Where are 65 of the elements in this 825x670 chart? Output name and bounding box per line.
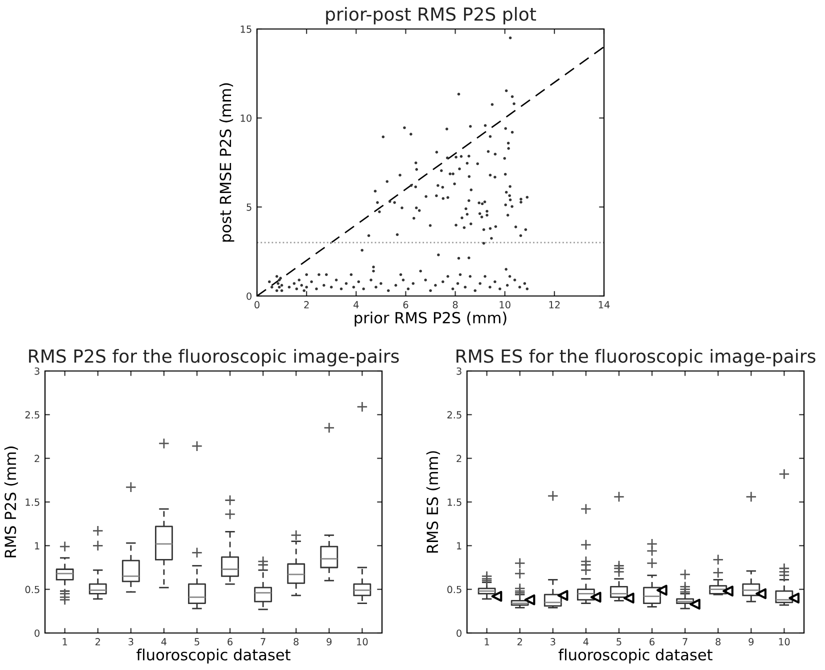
- point: [756, 588, 766, 600]
- point: [623, 592, 634, 604]
- y-tick-label: 2.5: [447, 411, 462, 418]
- x-tick-label: 4: [161, 638, 166, 646]
- x-tick-label: 10: [500, 301, 510, 308]
- y-axis-title: RMS P2S (mm): [4, 446, 18, 558]
- y-tick-label: 2: [456, 454, 462, 462]
- x-tick-label: 7: [260, 638, 266, 646]
- x-tick-label: 3: [550, 638, 556, 646]
- point: [524, 594, 536, 606]
- x-tick-label: 10: [357, 638, 368, 646]
- y-axis-title: post RMSE P2S (mm): [219, 83, 234, 242]
- x-tick-label: 14: [598, 301, 610, 308]
- y-tick-label: 0.5: [447, 586, 462, 594]
- x-axis-title: prior RMS P2S (mm): [354, 312, 506, 326]
- x-tick-label: 4: [583, 638, 588, 646]
- x-tick-label: 8: [452, 301, 458, 308]
- y-tick-label: 10: [240, 114, 252, 122]
- y-tick-label: 0: [34, 629, 40, 637]
- point: [690, 598, 700, 610]
- y-tick-label: 2.5: [25, 411, 40, 418]
- point: [590, 592, 602, 603]
- y-tick-label: 0.5: [25, 586, 40, 594]
- x-tick-label: 9: [748, 638, 754, 646]
- x-tick-label: 2: [517, 638, 522, 646]
- y-tick-label: 3: [34, 367, 40, 375]
- x-tick-label: 8: [716, 638, 721, 646]
- x-tick-label: 5: [616, 638, 622, 646]
- x-tick-label: 6: [403, 301, 408, 308]
- point: [491, 590, 502, 602]
- x-tick-label: 9: [326, 638, 332, 646]
- chart-title: prior-post RMS P2S plot: [326, 6, 536, 24]
- y-tick-label: 5: [246, 204, 252, 211]
- x-axis-title: fluoroscopic dataset: [558, 648, 712, 664]
- chart-title: RMS ES for the fluoroscopic image-pairs: [456, 348, 816, 366]
- y-axis-title: RMS ES (mm): [426, 451, 440, 553]
- y-tick-label: 15: [240, 26, 252, 33]
- x-tick-label: 1: [484, 638, 490, 646]
- x-tick-label: 1: [62, 638, 68, 646]
- point: [722, 586, 734, 597]
- x-tick-label: 5: [194, 638, 200, 646]
- x-tick-label: 2: [304, 301, 309, 308]
- y-tick-label: 1.5: [26, 498, 40, 506]
- chart-title: RMS P2S for the fluoroscopic image-pairs: [29, 348, 399, 366]
- x-axis-title: fluoroscopic dataset: [136, 648, 290, 664]
- point: [656, 584, 668, 596]
- x-tick-label: 0: [254, 301, 260, 308]
- x-tick-label: 8: [294, 638, 299, 646]
- point: [788, 592, 800, 604]
- x-tick-label: 3: [128, 638, 134, 646]
- y-tick-label: 2: [34, 454, 40, 462]
- x-tick-label: 2: [95, 638, 100, 646]
- x-tick-label: 4: [354, 301, 359, 308]
- x-tick-label: 12: [549, 301, 560, 308]
- point: [557, 590, 568, 601]
- x-tick-label: 7: [682, 638, 688, 646]
- y-tick-label: 0: [456, 629, 462, 637]
- x-tick-label: 6: [228, 638, 232, 646]
- y-tick-label: 1.5: [448, 498, 462, 506]
- y-tick-label: 1: [35, 542, 40, 550]
- y-tick-label: 0: [246, 292, 252, 300]
- y-tick-label: 1: [457, 542, 462, 550]
- x-tick-label: 10: [779, 638, 790, 646]
- x-tick-label: 6: [650, 638, 654, 646]
- y-tick-label: 3: [456, 367, 462, 375]
